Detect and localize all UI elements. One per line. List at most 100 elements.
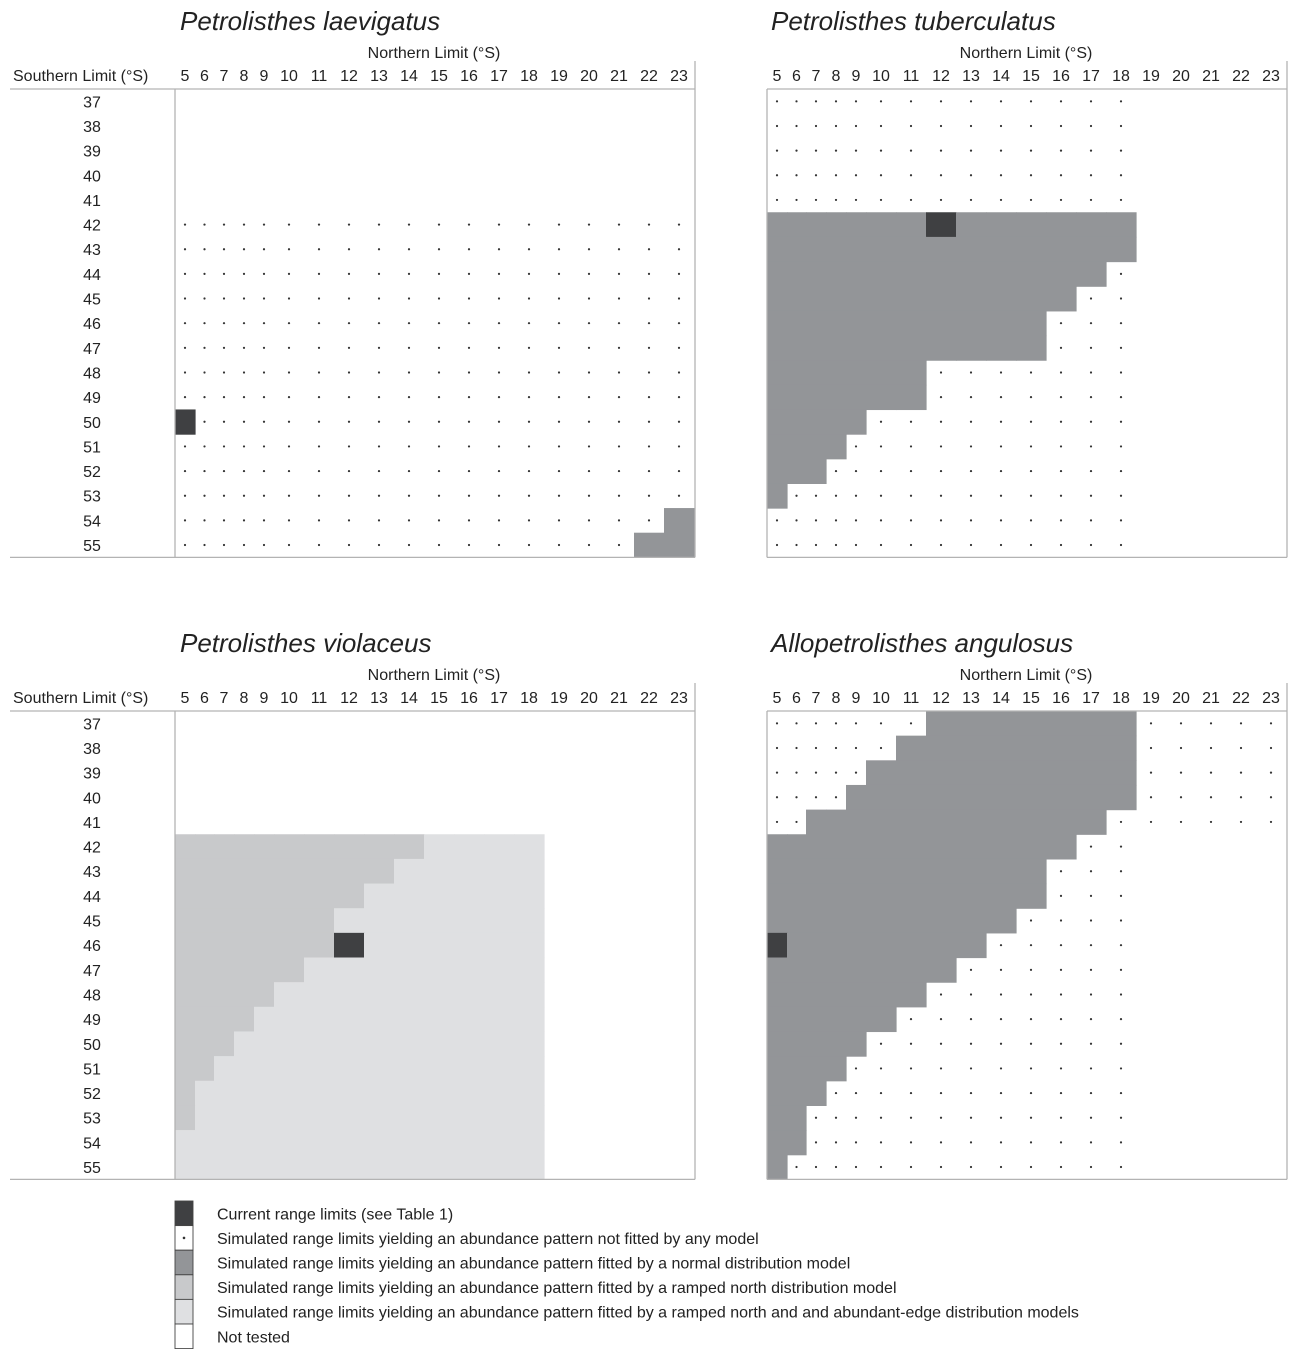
unfitted-dot [1209,820,1213,824]
unfitted-dot [203,297,206,300]
unfitted-dot [262,420,266,423]
unfitted-dot [879,519,883,522]
unfitted-dot [1059,371,1063,374]
fitted-cell [454,1105,485,1131]
unfitted-dot [1089,124,1093,128]
fitted-cell [986,735,1017,761]
unfitted-dot [1119,870,1123,873]
y-tick-label: 49 [83,390,101,407]
unfitted-dot [437,420,441,423]
fitted-cell [214,1105,235,1131]
unfitted-dot [467,346,471,349]
unfitted-dot [203,420,206,423]
unfitted-dot [1059,1042,1063,1045]
legend-swatch [174,1274,194,1300]
fitted-cell [364,908,395,934]
unfitted-dot [814,1165,818,1169]
unfitted-dot [527,543,531,547]
unfitted-dot [222,445,226,448]
unfitted-dot [834,469,838,473]
unfitted-dot [1059,919,1063,922]
y-tick-label: 48 [83,365,101,382]
unfitted-dot [262,396,266,399]
unfitted-dot [377,543,381,547]
unfitted-dot [467,494,471,497]
y-tick-label: 46 [83,316,101,333]
unfitted-dot [1119,100,1123,103]
fitted-cell [986,809,1017,835]
unfitted-dot [497,396,501,399]
x-tick-label: 15 [1022,68,1040,85]
fitted-cell [866,908,897,934]
unfitted-dot [347,371,351,374]
fitted-cell [364,932,395,959]
unfitted-dot [1119,1141,1123,1144]
unfitted-dot [377,346,381,349]
fitted-cell [424,1154,455,1180]
fitted-cell [926,858,957,885]
fitted-cell [866,760,897,786]
x-tick-label: 6 [792,68,801,85]
y-tick-label: 44 [83,267,101,284]
unfitted-dot [834,1091,838,1095]
unfitted-dot [1089,396,1093,399]
x-tick-label: 5 [773,68,782,85]
x-tick-label: 17 [1082,68,1100,85]
unfitted-dot [854,100,858,103]
fitted-cell [454,858,485,885]
unfitted-dot [969,1042,973,1045]
unfitted-dot [1089,297,1093,300]
fitted-cell [926,261,957,287]
fitted-cell [896,834,927,860]
fitted-cell [234,858,255,885]
fitted-cell [364,1056,395,1082]
unfitted-dot [1149,771,1153,774]
fitted-cell [454,1006,485,1033]
fitted-cell [274,834,305,860]
unfitted-dot [242,272,246,275]
unfitted-dot [497,322,501,325]
fitted-cell [274,883,305,909]
unfitted-dot [1059,1091,1063,1095]
unfitted-dot [677,396,681,399]
unfitted-dot [834,198,838,202]
x-tick-label: 6 [792,690,801,707]
fitted-cell [394,834,425,860]
unfitted-dot [1059,1165,1063,1169]
unfitted-dot [1179,771,1183,774]
fitted-cell [1016,735,1047,761]
y-tick-label: 54 [83,1135,101,1152]
fitted-cell [806,310,827,337]
fitted-cell [175,1031,196,1057]
fitted-cell [514,908,545,934]
fitted-cell [304,1080,335,1106]
fitted-cell [254,1006,275,1033]
fitted-cell [214,883,235,909]
fitted-cell [896,335,927,361]
unfitted-dot [1089,100,1093,103]
fitted-cell [826,883,847,909]
fitted-cell [866,858,897,885]
unfitted-dot [1059,100,1063,103]
unfitted-dot [437,371,441,374]
y-tick-label: 53 [83,1111,101,1128]
unfitted-dot [557,297,561,300]
unfitted-dot [437,223,441,226]
unfitted-dot [834,722,838,725]
unfitted-dot [617,396,621,399]
unfitted-dot [587,223,591,226]
unfitted-dot [1239,820,1243,824]
fitted-cell [896,957,927,983]
fitted-cell [787,236,807,263]
fitted-cell [956,286,987,312]
fitted-cell [514,858,545,885]
fitted-cell [806,458,827,484]
fitted-cell [424,1006,455,1033]
unfitted-dot [1059,543,1063,547]
fitted-cell [424,883,455,909]
fitted-cell [866,1006,897,1033]
unfitted-dot [854,1141,858,1144]
fitted-cell [304,908,335,934]
unfitted-dot [814,198,818,202]
